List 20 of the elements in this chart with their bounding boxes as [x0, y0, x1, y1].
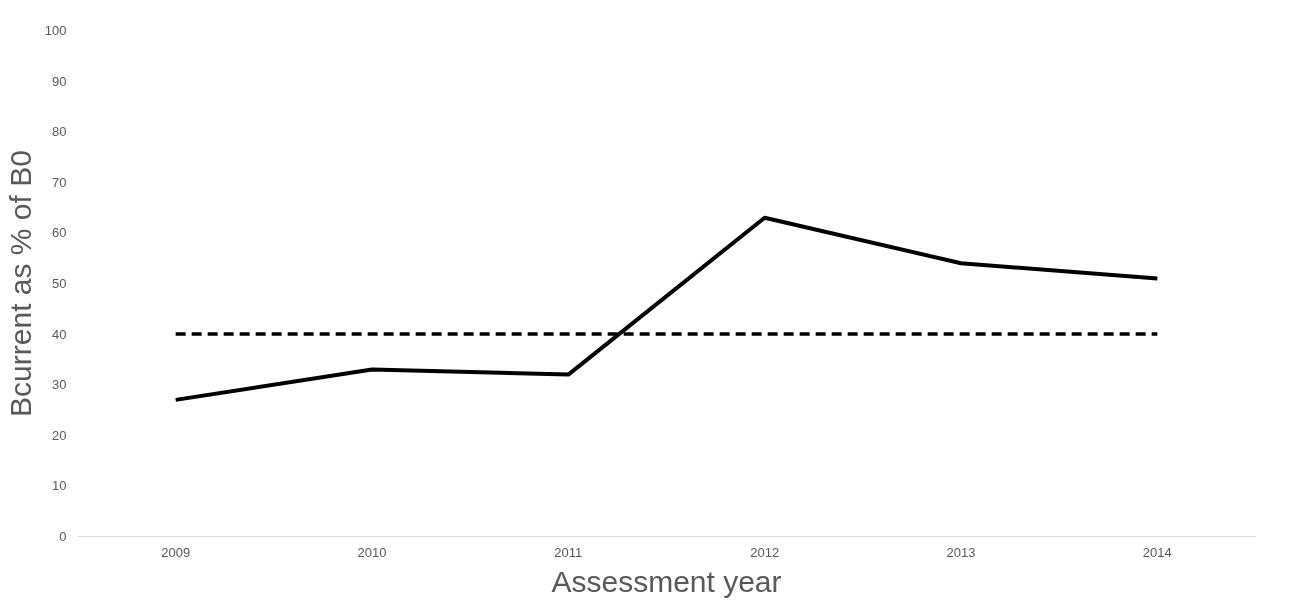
- y-tick-label: 90: [52, 73, 67, 89]
- y-tick-label: 70: [52, 174, 67, 190]
- y-tick-label: 40: [52, 326, 67, 342]
- x-tick-label: 2009: [161, 544, 191, 560]
- y-tick-label: 100: [44, 23, 67, 38]
- y-tick-label: 60: [52, 225, 67, 241]
- line-series: [173, 215, 1160, 402]
- x-tick-label: 2010: [357, 544, 387, 560]
- y-tick-label: 10: [52, 478, 67, 494]
- y-axis-title: Bcurrent as % of B0: [3, 150, 37, 417]
- x-tick-label: 2013: [946, 544, 976, 560]
- y-tick-label: 50: [52, 276, 67, 291]
- x-tick-label: 2012: [750, 544, 780, 560]
- x-axis-title: Assessment year: [551, 564, 782, 598]
- x-tick-label: 2014: [1142, 544, 1172, 560]
- y-tick-label: 30: [52, 377, 67, 393]
- y-tick-label: 80: [52, 124, 67, 140]
- y-tick-label: 20: [52, 427, 67, 443]
- y-tick-label: 0: [59, 529, 67, 544]
- x-tick-label: 2011: [554, 544, 583, 560]
